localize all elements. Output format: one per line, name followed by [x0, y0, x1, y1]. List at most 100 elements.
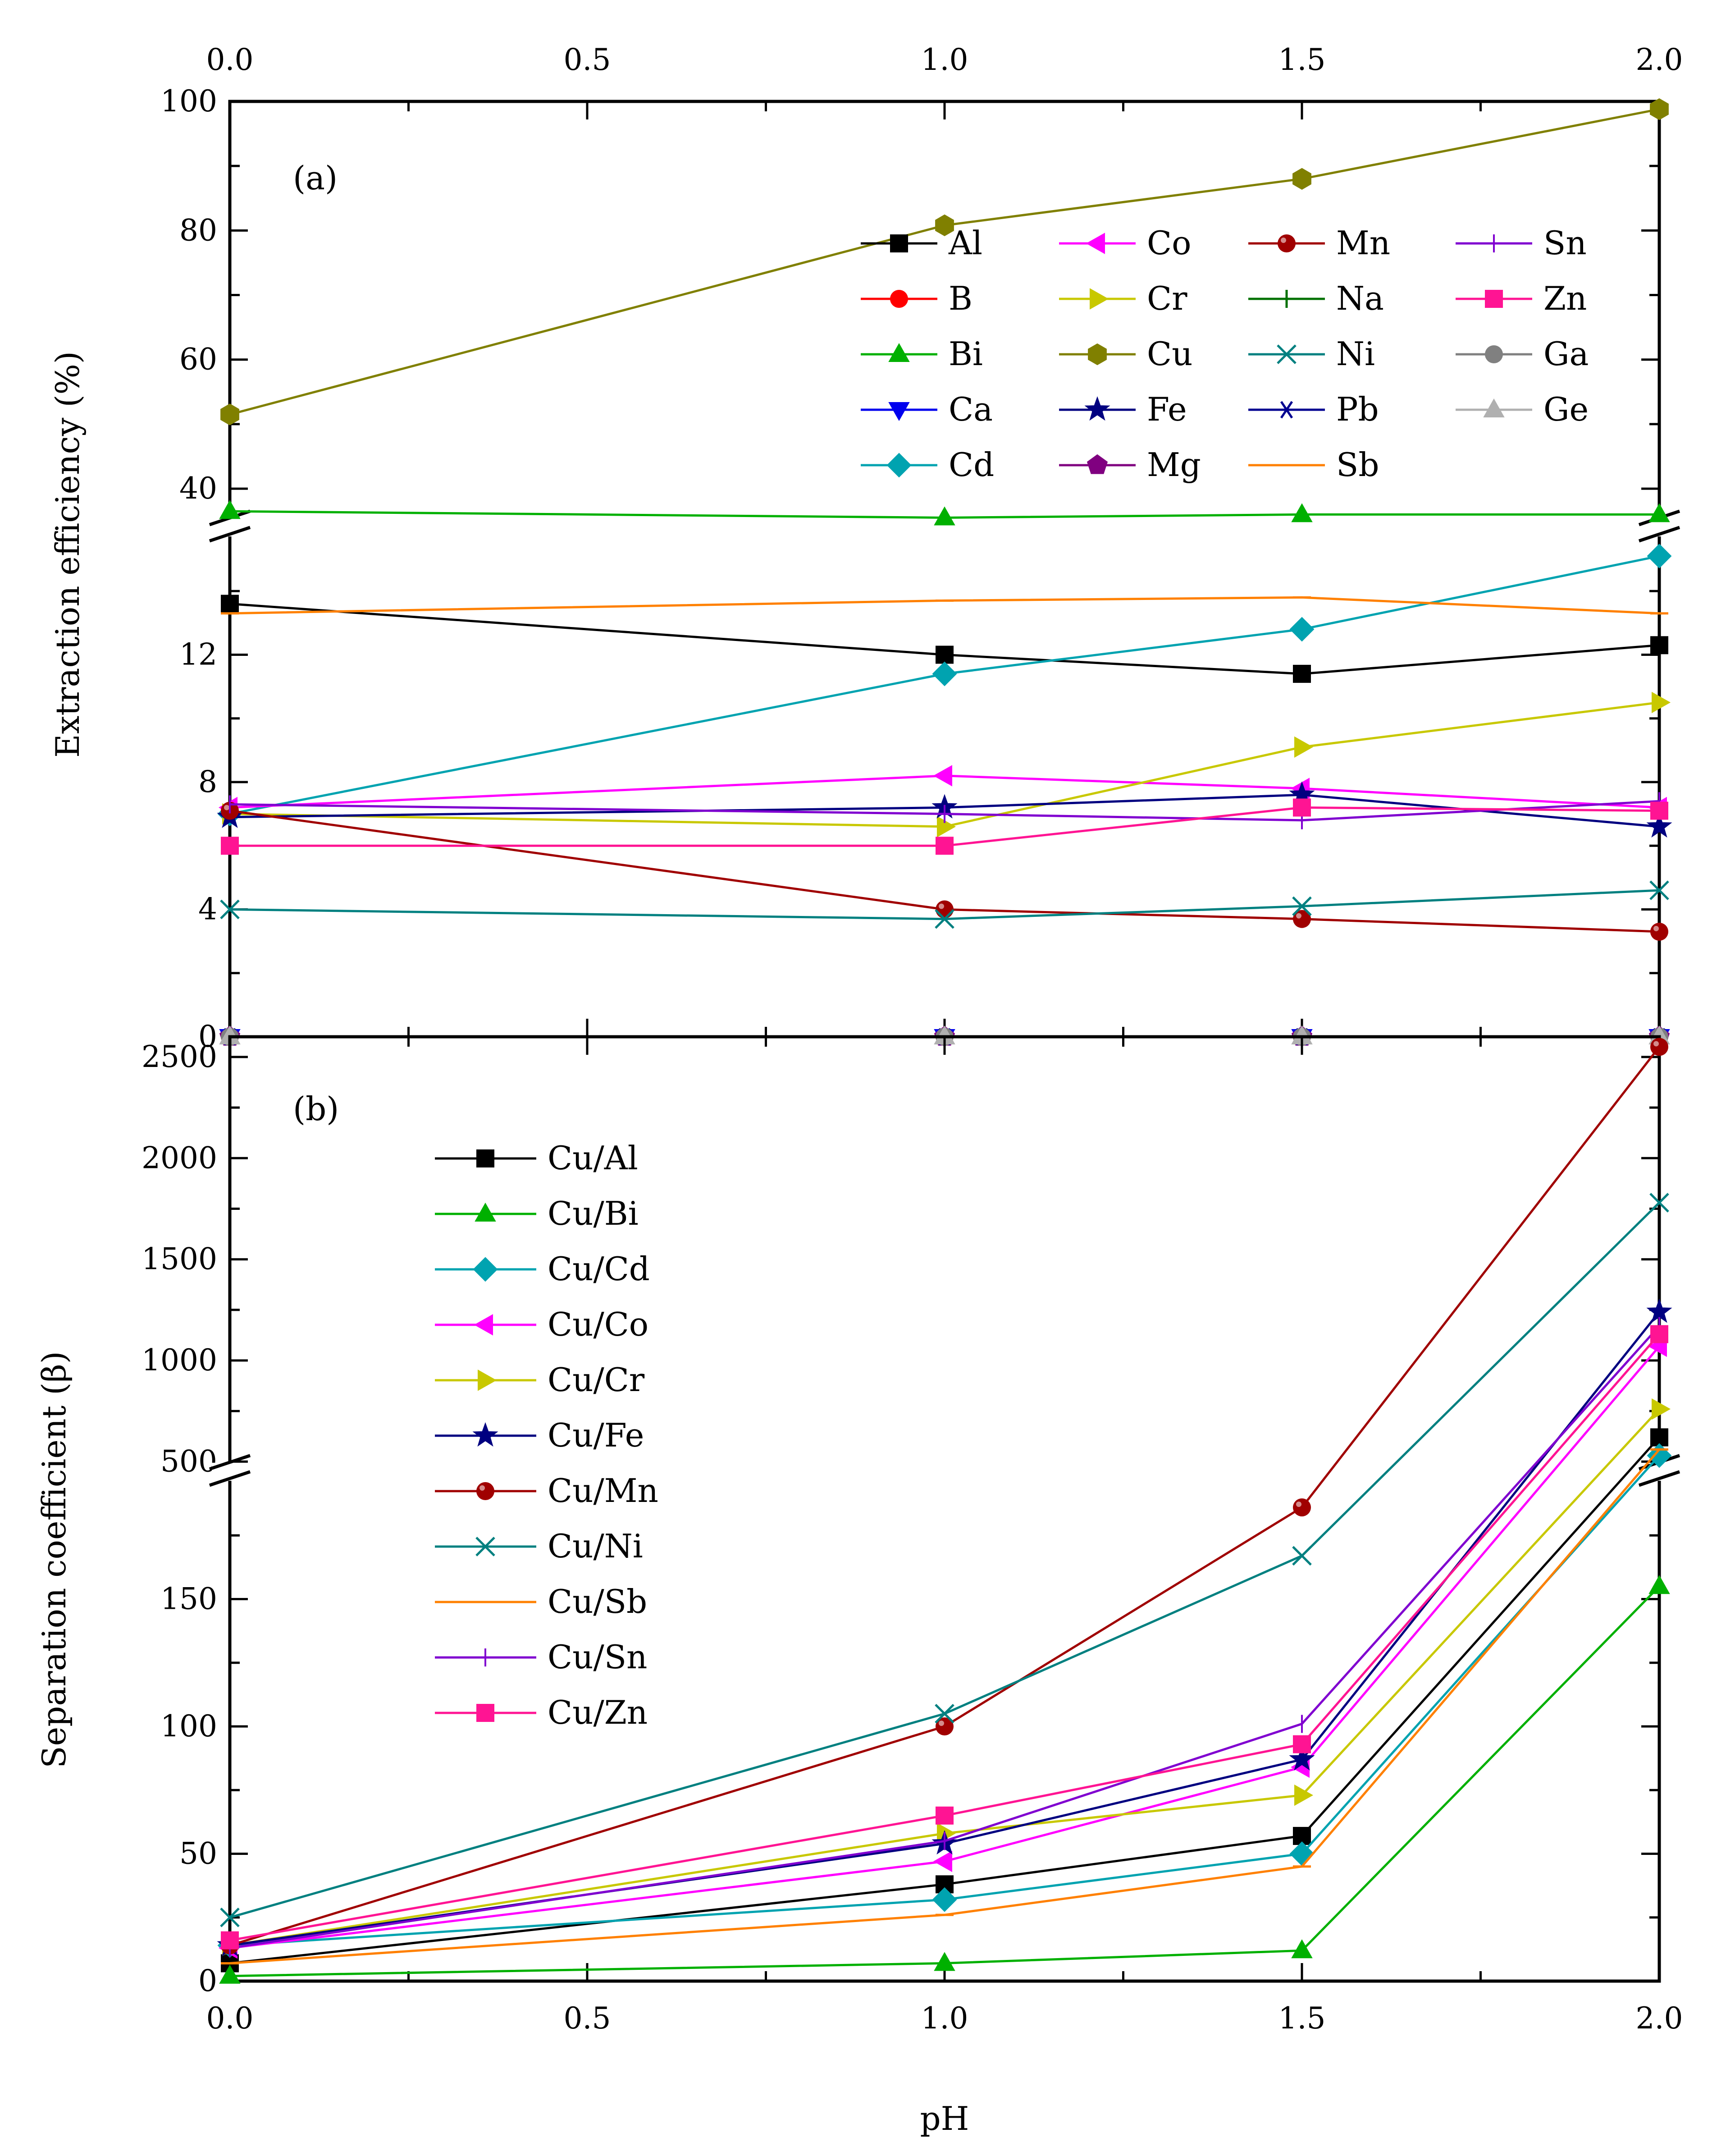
data-point [1647, 544, 1672, 569]
legend-marker [888, 402, 910, 421]
series-cu [229, 108, 1660, 416]
x-tick-label-top: 1.5 [1278, 42, 1326, 77]
data-point [936, 837, 954, 855]
series-line [229, 1408, 1660, 1947]
data-point [221, 837, 239, 855]
legend-label: Cu/Sn [548, 1638, 647, 1676]
data-point [1294, 736, 1314, 758]
legend-label: Ga [1543, 335, 1589, 373]
legend-item-fe: Fe [1059, 390, 1187, 428]
legend-label: Pb [1336, 390, 1379, 428]
data-point [933, 1850, 952, 1872]
y-tick-label-a: 12 [179, 637, 217, 672]
legend-item-sn: Sn [1456, 224, 1587, 262]
legend-item-na: Na [1248, 279, 1384, 317]
legend-label: Mn [1336, 224, 1390, 262]
data-point [1650, 1325, 1668, 1343]
series-al [229, 603, 1660, 675]
legend-marker [476, 1704, 494, 1722]
legend-item-cu-fe: Cu/Fe [435, 1416, 644, 1454]
y-tick-label-b: 2000 [142, 1140, 217, 1175]
series-line [229, 774, 1660, 809]
legend-item-ca: Ca [861, 390, 993, 428]
series-line [229, 800, 1660, 822]
series-line [229, 510, 1659, 519]
data-point [220, 1907, 240, 1927]
series-co [229, 774, 1660, 809]
series-cu-sb [229, 1448, 1660, 1964]
y-tick-label-b: 150 [160, 1582, 217, 1616]
data-point [1293, 798, 1311, 817]
series-cr [229, 701, 1660, 828]
axis-break-mark-b [209, 1470, 251, 1487]
legend-marker [473, 1257, 498, 1282]
panel-label-a: (a) [293, 159, 338, 197]
data-point [1289, 617, 1315, 642]
legend-item-pb: Pb [1248, 390, 1379, 428]
data-point [1652, 1398, 1671, 1420]
series-cu-cr [229, 1408, 1660, 1947]
legend-marker [478, 1369, 497, 1391]
legend-marker [1087, 454, 1108, 474]
legend-marker [1278, 234, 1296, 252]
y-tick-label-a: 60 [179, 342, 217, 377]
legend-item-cu-co: Cu/Co [435, 1305, 648, 1343]
legend-item-cu-ni: Cu/Ni [435, 1527, 643, 1565]
data-point [1293, 664, 1311, 683]
data-point [221, 595, 239, 613]
axis-break-mark-a [209, 526, 251, 543]
legend-marker [1278, 401, 1296, 419]
legend-item-cu-cr: Cu/Cr [435, 1361, 645, 1399]
y-tick-label-b: 2500 [142, 1039, 217, 1074]
series-cu-bi [229, 1585, 1660, 1977]
x-tick-label-top: 0.5 [564, 42, 611, 77]
legend-label: Mg [1147, 446, 1201, 484]
legend-label: Sn [1543, 224, 1587, 262]
series-line [230, 806, 1660, 847]
legend-marker [475, 1537, 495, 1556]
y-tick-label-b: 100 [160, 1709, 217, 1744]
legend-label: Cr [1147, 279, 1187, 317]
data-point [1291, 1939, 1313, 1959]
x-axis-title: pH [920, 2100, 969, 2138]
legend-item-cu-sb: Cu/Sb [435, 1583, 647, 1620]
data-point [935, 214, 954, 237]
legend-label: Cd [949, 446, 994, 484]
y-tick-label-b: 1000 [142, 1343, 217, 1378]
data-point [219, 1964, 241, 1984]
legend-marker [1483, 398, 1505, 417]
series-cu-mn [229, 1046, 1660, 1947]
y-tick-label-a: 80 [179, 213, 217, 247]
legend-label: Cu/Sb [548, 1583, 647, 1620]
data-point [1293, 910, 1311, 928]
legend-marker [1485, 290, 1503, 308]
legend-item-cr: Cr [1059, 279, 1187, 317]
data-point [220, 899, 240, 920]
legend-item-cd: Cd [861, 446, 994, 484]
series-line [229, 1448, 1660, 1964]
series-line [229, 603, 1660, 675]
data-point [1648, 503, 1670, 522]
legend-label: Ni [1336, 335, 1375, 373]
legend-marker [886, 453, 912, 478]
legend-label: Cu [1147, 335, 1192, 373]
data-point [220, 403, 239, 426]
legend-marker [1086, 233, 1105, 254]
data-point [1293, 1498, 1311, 1517]
axis-break-mark-b [1638, 1470, 1680, 1487]
series-cu-al [229, 1437, 1660, 1964]
legend-marker [890, 234, 908, 252]
legend-item-cu-mn: Cu/Mn [435, 1472, 658, 1510]
series-line [229, 596, 1660, 615]
legend-label: Co [1147, 224, 1191, 262]
legend-item-cu-bi: Cu/Bi [435, 1195, 639, 1232]
series-cu-ni [229, 1202, 1660, 1919]
y-tick-label-b: 0 [198, 1964, 217, 1998]
x-tick-label-bottom: 0.0 [206, 2001, 254, 2036]
legend-item-bi: Bi [861, 335, 983, 373]
series-ni [229, 889, 1660, 920]
legend-marker [1084, 396, 1110, 421]
y-tick-label-a: 0 [198, 1019, 217, 1054]
series-mn [229, 810, 1660, 933]
x-tick-label-bottom: 2.0 [1636, 2001, 1683, 2036]
